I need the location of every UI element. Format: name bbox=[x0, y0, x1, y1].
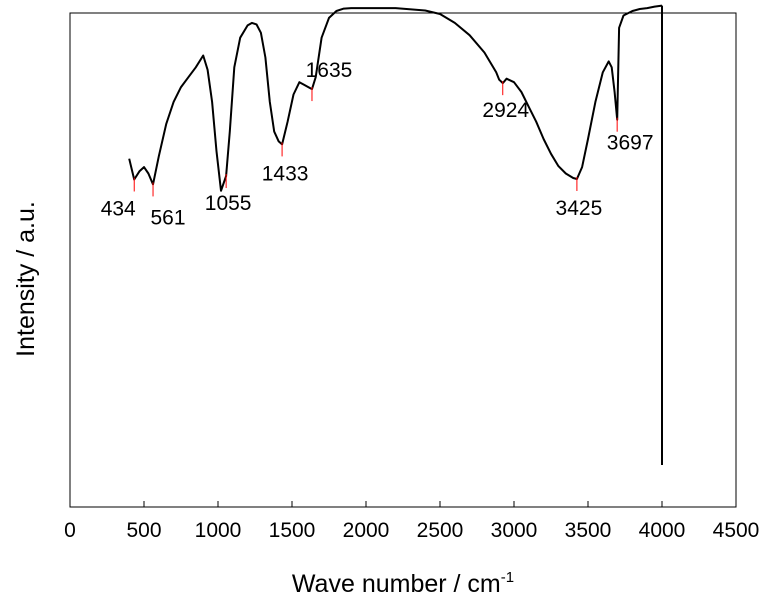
peak-label-1433: 1433 bbox=[262, 162, 309, 185]
peak-label-2924: 2924 bbox=[482, 99, 529, 122]
x-tick-label-4000: 4000 bbox=[639, 519, 686, 542]
x-tick-label-1500: 1500 bbox=[269, 519, 316, 542]
peak-label-434: 434 bbox=[101, 197, 136, 220]
y-axis-title: Intensity / a.u. bbox=[12, 201, 40, 357]
x-tick-label-0: 0 bbox=[64, 519, 76, 542]
spectrum-line bbox=[128, 4, 663, 192]
x-axis-tick-labels: 0 500 1000 1500 2000 2500 3000 3500 4000 4500 bbox=[64, 519, 759, 542]
peak-label-1055: 1055 bbox=[205, 192, 252, 215]
peak-label-1635: 1635 bbox=[306, 59, 353, 82]
x-tick-label-2000: 2000 bbox=[343, 519, 390, 542]
x-tick-label-2500: 2500 bbox=[417, 519, 464, 542]
x-tick-label-1000: 1000 bbox=[195, 519, 242, 542]
plot-frame bbox=[69, 12, 737, 508]
x-tick-label-3000: 3000 bbox=[491, 519, 538, 542]
x-axis-title: Wave number / cm-1 bbox=[292, 569, 514, 598]
x-tick-label-4500: 4500 bbox=[713, 519, 760, 542]
peak-label-561: 561 bbox=[151, 206, 186, 229]
peak-labels: 434 561 1055 1433 1635 2924 3425 3697 bbox=[101, 59, 654, 229]
x-axis-ticks bbox=[69, 501, 737, 507]
peak-markers bbox=[133, 81, 618, 197]
peak-label-3697: 3697 bbox=[607, 132, 654, 155]
peak-label-3425: 3425 bbox=[556, 197, 603, 220]
x-axis-title-superscript: -1 bbox=[501, 569, 514, 586]
x-tick-label-3500: 3500 bbox=[565, 519, 612, 542]
x-tick-label-500: 500 bbox=[126, 519, 161, 542]
